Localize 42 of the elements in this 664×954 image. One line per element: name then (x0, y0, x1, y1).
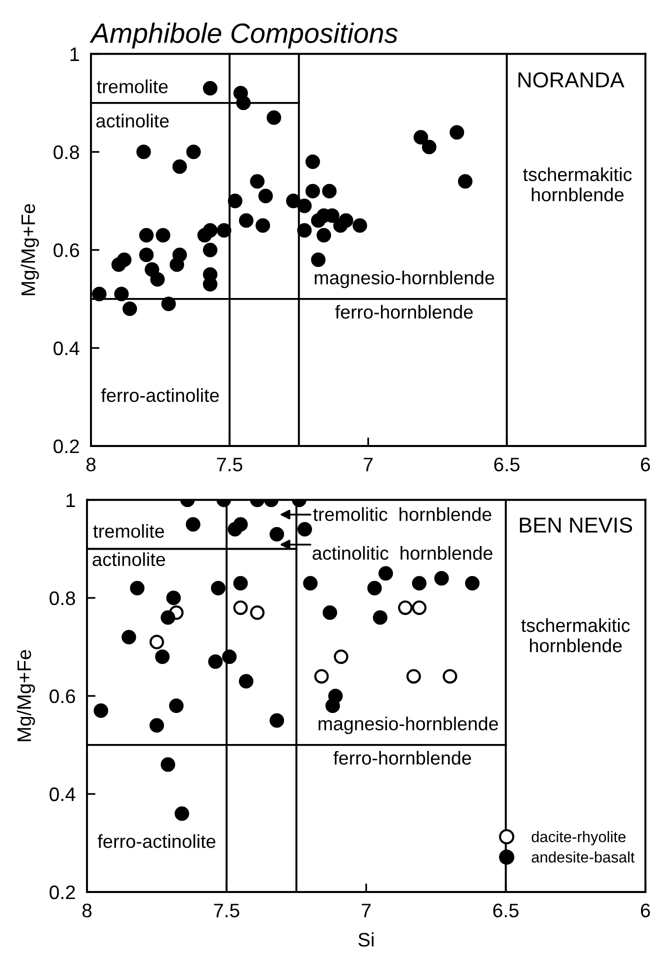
annotation: tschermakitic hornblende (523, 167, 632, 202)
legend-label: andesite-basalt (532, 851, 635, 863)
annotation: magnesio-hornblende (314, 270, 494, 288)
y-tick-label: 0.2 (54, 439, 79, 454)
y-tick-label: 1 (70, 48, 79, 61)
annotation: actinolitic hornblende (312, 546, 492, 560)
legend-label: dacite-rhyolite (532, 831, 626, 846)
x-tick-label: 7.5 (217, 458, 242, 472)
y-tick-label: 0.6 (50, 689, 76, 704)
annotation: ferro-actinolite (98, 834, 216, 848)
annotation: BEN NEVIS (520, 517, 632, 533)
y-axis-title: Mg/Mg+Fe (20, 204, 39, 296)
y-tick-label: 0.4 (50, 787, 76, 802)
x-tick-label: 6.5 (493, 904, 519, 918)
annotation: tremolitic hornblende (313, 507, 492, 522)
annotation: actinolite (96, 114, 169, 128)
annotation: ferro-actinolite (101, 388, 219, 402)
x-tick-label: 6 (640, 458, 650, 472)
chart-title: Amphibole Compositions (90, 22, 398, 49)
x-tick-label: 8 (82, 904, 92, 918)
x-tick-label: 6.5 (494, 458, 520, 472)
y-tick-label: 0.2 (50, 885, 75, 900)
x-tick-label: 8 (86, 458, 96, 472)
x-tick-label: 7 (362, 904, 371, 918)
annotation: tschermakitic hornblende (521, 618, 630, 652)
x-tick-label: 6 (640, 904, 650, 918)
annotation: actinolite (92, 552, 166, 566)
y-axis-title: Mg/Mg+Fe (16, 650, 35, 742)
y-tick-label: 0.8 (54, 145, 80, 160)
annotation: tremolite (96, 79, 168, 94)
y-tick-label: 0.6 (54, 243, 80, 258)
annotation: ferro-hornblende (335, 304, 473, 319)
x-axis-title: Si (358, 932, 374, 947)
annotation: magnesio-hornblende (318, 716, 498, 734)
y-tick-label: 0.4 (54, 341, 80, 356)
annotation: NORANDA (518, 72, 624, 88)
y-tick-label: 0.8 (50, 591, 76, 606)
annotation: ferro-hornblende (333, 750, 471, 765)
x-tick-label: 7 (364, 458, 373, 472)
x-tick-label: 7.5 (214, 904, 240, 918)
annotation: tremolite (93, 524, 164, 538)
y-tick-label: 1 (66, 494, 75, 507)
